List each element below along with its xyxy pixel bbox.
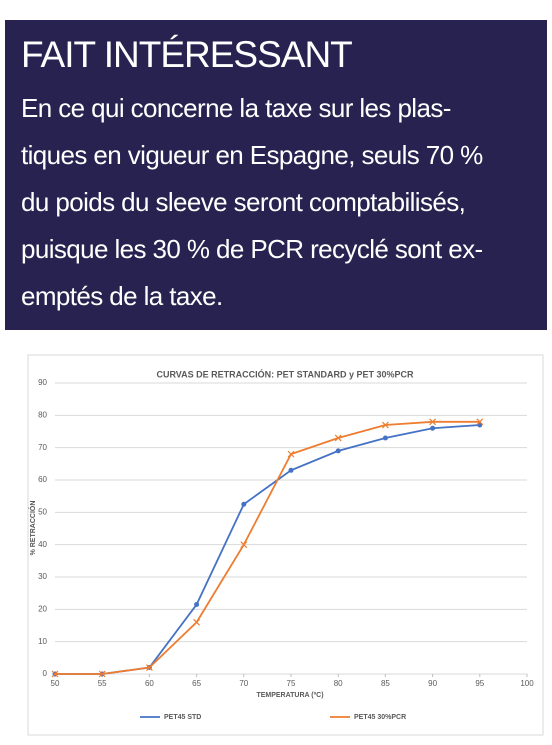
x-tick-label: 80: [334, 679, 343, 688]
point: [145, 664, 153, 671]
x-tick-label: 65: [192, 679, 201, 688]
y-tick-label: 60: [38, 475, 47, 484]
x-tick-label: 70: [239, 679, 248, 688]
x-tick-label: 50: [51, 679, 60, 688]
x-axis-label: TEMPERATURA (ºC): [256, 692, 323, 699]
y-tick-label: 50: [38, 507, 47, 516]
fact-line: En ce qui concerne la taxe sur les plas-: [21, 93, 451, 123]
point: [51, 670, 59, 678]
x-tick-label: 85: [381, 679, 390, 688]
point: [240, 541, 248, 549]
x-tick-label: 55: [98, 679, 107, 688]
legend-label: PET45 30%PCR: [354, 714, 406, 721]
point: [335, 448, 341, 454]
point: [287, 450, 295, 458]
fact-title: FAIT INTÉRESSANT: [21, 34, 353, 75]
chart-title: CURVAS DE RETRACCIÓN: PET STANDARD y PET…: [156, 368, 414, 379]
y-tick-label: 70: [38, 443, 47, 452]
point: [193, 618, 201, 626]
point: [429, 418, 437, 426]
y-tick-label: 40: [38, 540, 47, 549]
point: [288, 467, 294, 473]
point: [98, 670, 106, 678]
point: [476, 418, 484, 426]
legend-label: PET45 STD: [164, 714, 201, 721]
point: [381, 421, 389, 429]
y-tick-label: 0: [43, 669, 48, 678]
point: [241, 501, 247, 507]
y-axis-label: % RETRACCIÓN: [28, 501, 37, 556]
fact-box: FAIT INTÉRESSANT En ce qui concerne la t…: [5, 20, 547, 330]
point: [382, 435, 388, 441]
y-tick-label: 10: [38, 637, 47, 646]
x-tick-label: 60: [145, 679, 154, 688]
y-tick-label: 20: [38, 604, 47, 613]
y-tick-label: 80: [38, 410, 47, 419]
fact-line: tiques en vigueur en Espagne, seuls 70 %: [21, 140, 483, 170]
series-line: [55, 420, 480, 675]
fact-line: puisque les 30 % de PCR recyclé sont ex-: [21, 234, 483, 264]
x-tick-label: 95: [475, 679, 484, 688]
x-tick-label: 75: [287, 679, 296, 688]
x-tick-label: 90: [428, 679, 437, 688]
y-tick-label: 90: [38, 378, 47, 387]
y-tick-label: 30: [38, 572, 47, 581]
point: [430, 425, 436, 431]
x-tick-label: 100: [520, 679, 534, 688]
point: [334, 434, 342, 442]
fact-line: du poids du sleeve seront comptabilisés,: [21, 187, 466, 217]
point: [194, 601, 200, 607]
fact-line: emptés de la taxe.: [21, 281, 223, 311]
